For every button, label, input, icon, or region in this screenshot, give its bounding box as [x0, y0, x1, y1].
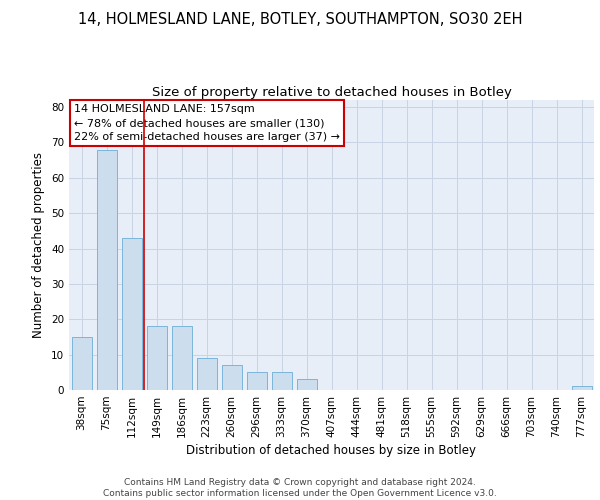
Bar [197, 358, 217, 390]
Bar [71, 337, 91, 390]
Bar [247, 372, 266, 390]
Text: Contains HM Land Registry data © Crown copyright and database right 2024.
Contai: Contains HM Land Registry data © Crown c… [103, 478, 497, 498]
Title: Size of property relative to detached houses in Botley: Size of property relative to detached ho… [152, 86, 511, 99]
Y-axis label: Number of detached properties: Number of detached properties [32, 152, 46, 338]
Bar [271, 372, 292, 390]
Bar [221, 365, 241, 390]
Bar [571, 386, 592, 390]
Bar [146, 326, 167, 390]
Bar [121, 238, 142, 390]
Text: 14 HOLMESLAND LANE: 157sqm
← 78% of detached houses are smaller (130)
22% of sem: 14 HOLMESLAND LANE: 157sqm ← 78% of deta… [74, 104, 340, 142]
Bar [172, 326, 191, 390]
Bar [97, 150, 116, 390]
X-axis label: Distribution of detached houses by size in Botley: Distribution of detached houses by size … [187, 444, 476, 457]
Bar [296, 380, 317, 390]
Text: 14, HOLMESLAND LANE, BOTLEY, SOUTHAMPTON, SO30 2EH: 14, HOLMESLAND LANE, BOTLEY, SOUTHAMPTON… [78, 12, 522, 28]
